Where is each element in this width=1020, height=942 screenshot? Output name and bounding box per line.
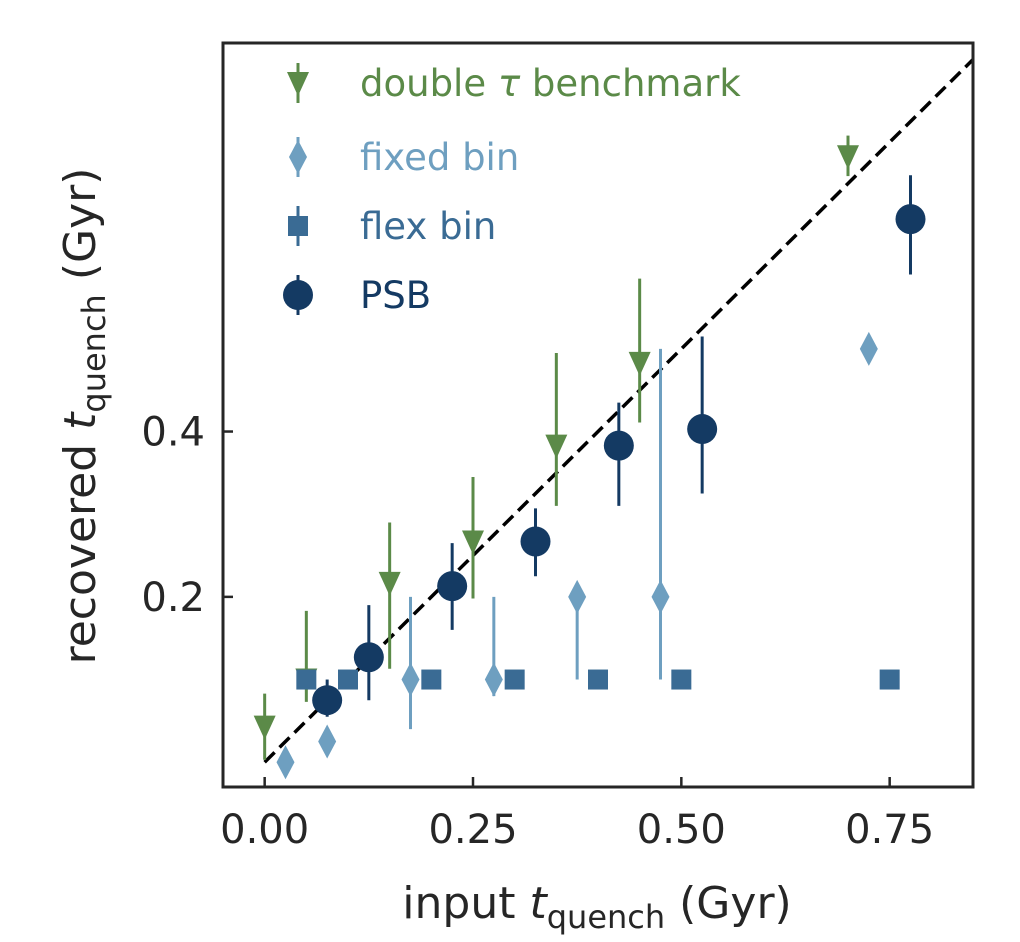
data-point [338,669,358,690]
y-axis-label-unit: (Gyr) [55,168,106,295]
data-point [484,662,503,697]
plot-frame [221,41,975,789]
y-axis-label-var: t [55,411,106,430]
axis-ticks: 0.00 0.25 0.50 0.75 0.2 0.4 [141,410,934,853]
legend-marker [287,72,309,96]
data-point [504,669,525,690]
data-point [837,145,859,170]
legend-item: flex bin [288,205,496,248]
data-point [520,526,551,557]
legend-item: PSB [283,274,431,317]
series-layer [253,135,926,780]
legend: double τ benchmark fixed bin flex bin PSB [283,62,741,317]
data-point [276,745,295,780]
x-axis-label-main: input [402,878,529,929]
legend-item: fixed bin [289,136,519,179]
legend-marker [283,280,313,310]
y-axis-label-main: recovered [55,430,106,665]
legend-label: PSB [360,274,431,317]
data-point [687,414,718,445]
data-point [353,642,384,673]
legend-marker [288,216,308,236]
x-tick-label: 0.75 [845,807,934,853]
data-point [421,669,442,690]
legend-label: fixed bin [360,136,519,179]
x-tick-label: 0.25 [428,807,517,853]
data-point [879,669,900,690]
data-point [545,434,568,459]
data-point [296,669,317,690]
series-triangle-down [253,135,859,760]
x-tick-label: 0.00 [220,807,309,853]
y-tick-label: 0.2 [141,575,205,621]
x-tick-label: 0.50 [637,807,726,853]
x-axis-label-unit: (Gyr) [665,878,792,929]
one-to-one-line [263,58,973,764]
y-axis-label: recovered tquench (Gyr) [55,168,113,665]
data-point [895,204,926,235]
data-point [588,669,608,690]
data-point [253,715,276,740]
data-point [603,430,634,461]
data-point [401,662,420,697]
data-point [437,571,468,602]
series-diamond [276,331,878,780]
y-tick-label: 0.4 [141,410,205,456]
series-circle [312,175,926,717]
legend-label: flex bin [360,205,496,248]
data-point [312,685,343,716]
data-point [378,571,401,596]
x-axis-label-sub: quench [547,898,665,936]
data-point [671,669,692,690]
data-point [568,579,587,614]
data-point [318,724,337,759]
legend-label: double τ benchmark [360,62,741,105]
x-axis-label: input tquench (Gyr) [402,878,791,936]
series-square [296,669,900,690]
reference-line-layer [263,58,973,764]
x-axis-label-var: t [529,878,548,929]
data-point [651,579,670,614]
data-point [859,331,878,366]
legend-marker [289,140,307,174]
legend-item: double τ benchmark [287,62,741,105]
data-point [628,351,651,376]
data-point [462,530,484,555]
y-axis-label-sub: quench [75,294,113,412]
